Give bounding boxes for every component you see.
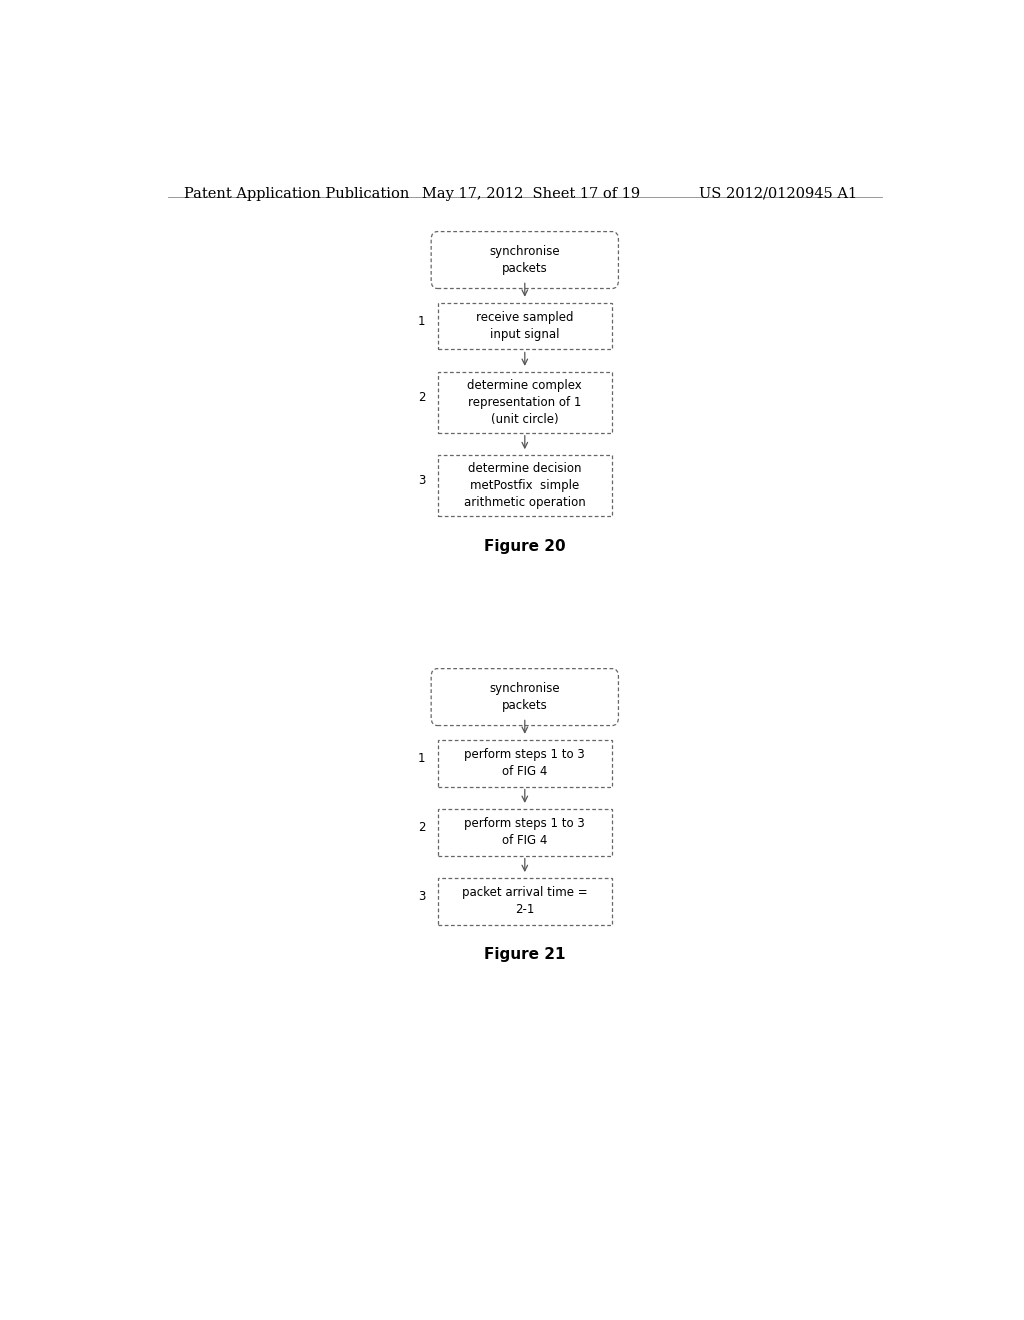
Text: 1: 1 (418, 314, 426, 327)
Text: synchronise
packets: synchronise packets (489, 682, 560, 711)
Bar (437, 372, 612, 433)
Text: Patent Application Publication: Patent Application Publication (183, 187, 409, 201)
Text: determine complex
representation of 1
(unit circle): determine complex representation of 1 (u… (467, 379, 583, 426)
Text: US 2012/0120945 A1: US 2012/0120945 A1 (699, 187, 857, 201)
Text: receive sampled
input signal: receive sampled input signal (476, 312, 573, 341)
Bar (437, 878, 612, 925)
Text: 2: 2 (418, 391, 426, 404)
Text: synchronise
packets: synchronise packets (489, 246, 560, 275)
Text: perform steps 1 to 3
of FIG 4: perform steps 1 to 3 of FIG 4 (465, 817, 585, 847)
Text: packet arrival time =
2-1: packet arrival time = 2-1 (462, 887, 588, 916)
FancyBboxPatch shape (431, 669, 618, 726)
Bar (437, 739, 612, 787)
Bar (437, 302, 612, 350)
Text: determine decision
metPostfix  simple
arithmetic operation: determine decision metPostfix simple ari… (464, 462, 586, 510)
Text: perform steps 1 to 3
of FIG 4: perform steps 1 to 3 of FIG 4 (465, 748, 585, 779)
Bar (437, 455, 612, 516)
Text: May 17, 2012  Sheet 17 of 19: May 17, 2012 Sheet 17 of 19 (422, 187, 640, 201)
Text: Figure 20: Figure 20 (484, 539, 565, 553)
Text: 3: 3 (418, 890, 426, 903)
Text: 3: 3 (418, 474, 426, 487)
Text: 2: 2 (418, 821, 426, 834)
Text: Figure 21: Figure 21 (484, 948, 565, 962)
FancyBboxPatch shape (431, 231, 618, 289)
Text: 1: 1 (418, 751, 426, 764)
Bar (437, 809, 612, 855)
